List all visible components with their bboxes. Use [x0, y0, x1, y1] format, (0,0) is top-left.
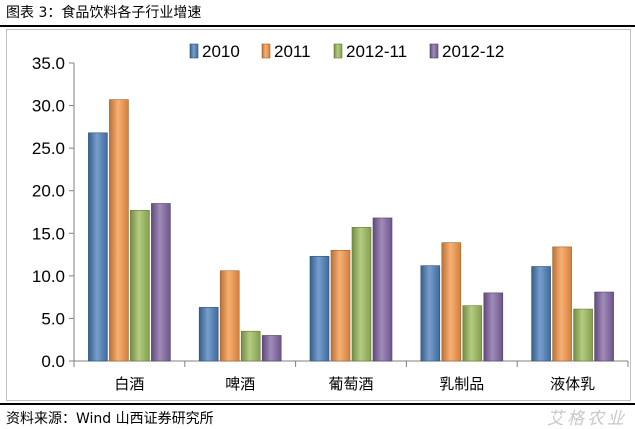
x-category-label: 乳制品	[439, 375, 484, 393]
y-tick-label: 35.0	[32, 54, 65, 73]
bar-乳制品-2012-11	[462, 305, 483, 362]
page-title: 图表 3：食品饮料各子行业增速	[6, 5, 202, 21]
y-tick-label: 0.0	[41, 352, 65, 371]
x-category-label: 葡萄酒	[328, 375, 373, 393]
bar-乳制品-2010	[420, 265, 441, 362]
bar-葡萄酒-2011	[330, 250, 351, 362]
legend-label-2011: 2011	[274, 42, 311, 61]
legend-label-2012-11: 2012-11	[346, 42, 407, 61]
bar-液体乳-2012-11	[573, 308, 593, 362]
bar-白酒-2012-11	[130, 209, 150, 362]
chart-bars	[88, 99, 614, 362]
legend-swatch-2011	[261, 43, 271, 59]
bar-乳制品-2012-12	[483, 292, 504, 362]
legend-label-2010: 2010	[202, 42, 240, 61]
legend-label-2012-12: 2012-12	[442, 42, 504, 61]
bar-液体乳-2011	[552, 246, 572, 362]
chart-frame	[6, 29, 631, 401]
chart-legend: 2010 2011 2012-11 2012-12	[189, 42, 504, 61]
x-category-label: 白酒	[114, 375, 144, 393]
y-tick-label: 30.0	[32, 97, 65, 116]
bar-葡萄酒-2012-12	[372, 217, 393, 362]
legend-swatch-2012-11	[333, 43, 343, 59]
bar-液体乳-2012-12	[594, 291, 614, 362]
title-divider	[0, 25, 635, 27]
bar-白酒-2010	[88, 132, 108, 362]
bar-白酒-2011	[109, 99, 129, 362]
bar-葡萄酒-2010	[309, 255, 330, 362]
y-tick-label: 15.0	[32, 224, 65, 243]
bar-葡萄酒-2012-11	[351, 227, 372, 362]
bar-啤酒-2012-12	[261, 335, 282, 362]
bar-啤酒-2011	[219, 270, 240, 362]
x-category-label: 液体乳	[550, 375, 595, 393]
bar-乳制品-2011	[441, 242, 462, 362]
y-tick-label: 20.0	[32, 182, 65, 201]
bar-白酒-2012-12	[151, 203, 171, 362]
bar-啤酒-2012-11	[240, 330, 261, 362]
bar-液体乳-2010	[531, 266, 551, 362]
bar-啤酒-2010	[198, 307, 219, 362]
y-tick-label: 10.0	[32, 267, 65, 286]
watermark: 艾格农业	[547, 409, 627, 429]
x-category-label: 啤酒	[225, 375, 255, 393]
legend-swatch-2012-12	[429, 43, 439, 59]
y-tick-label: 25.0	[32, 139, 65, 158]
source-note: 资料来源：Wind 山西证券研究所	[6, 411, 214, 427]
y-tick-label: 5.0	[41, 309, 65, 328]
footer-divider	[0, 403, 635, 405]
legend-swatch-2010	[189, 43, 199, 59]
